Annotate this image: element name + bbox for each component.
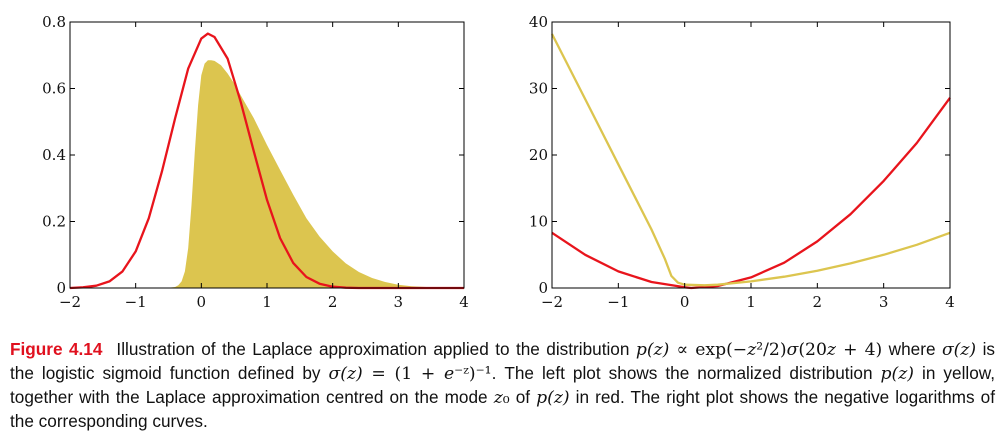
caption-math: ₀ [502,388,510,408]
y-tick-label: 0.2 [42,213,66,231]
caption-text-run: in yellow, together with the Laplace app… [10,363,995,407]
caption-math: z [493,388,503,408]
right-yellow-curve [550,33,951,287]
caption-text: Illustration of the Laplace approximatio… [10,339,995,431]
y-tick-label: 0.6 [42,80,66,98]
caption-math: σ(z) [328,364,363,384]
x-tick-label: 2 [328,293,338,311]
x-tick-label: 0 [197,293,207,311]
caption-math: z [747,340,757,360]
right-red-curve [551,97,951,290]
right-plot-frame [551,21,951,289]
caption-text-run: Illustration of the Laplace approximatio… [116,339,636,359]
figure-label: Figure 4.14 [10,339,103,359]
caption-math: ∝ exp(− [669,340,748,360]
x-tick-label: 3 [879,293,889,311]
x-tick-label: 4 [459,293,469,311]
x-tick-label: 1 [746,293,756,311]
x-tick-label: −2 [541,293,563,311]
y-tick-label: 0 [538,279,548,297]
caption-math: z [826,340,836,360]
caption-math: p(z) [536,388,570,408]
y-tick-label: 30 [529,80,548,98]
y-tick-label: 20 [529,146,548,164]
x-tick-label: −2 [59,293,81,311]
x-tick-label: −1 [607,293,629,311]
caption-text-run: in red. The right plot shows the negativ… [10,387,995,431]
caption-math: = (1 + [362,364,444,384]
y-tick-label: 0.4 [42,146,66,164]
figure-caption: Figure 4.14 Illustration of the Laplace a… [10,338,995,433]
figure: −2 −1 0 1 2 3 400.20.40.60.8 −2 −1 0 1 2 3 401020304… [42,13,955,311]
x-tick-label: −1 [125,293,147,311]
y-tick-label: 0 [56,279,66,297]
left-yellow-area [70,60,464,289]
left-plot: −2 −1 0 1 2 3 4 0 0.2 0.4 0.6 0.8 [42,13,469,311]
caption-math: σ [786,340,799,360]
caption-text-run: of [509,387,537,407]
y-tick-label: 0.8 [42,13,66,31]
y-tick-label: 40 [529,13,548,31]
x-tick-label: 2 [813,293,823,311]
caption-math: p(z) [635,340,670,360]
caption-math: + 4) [835,340,883,360]
caption-math: ²/2) [756,340,787,360]
caption-math: e [443,364,455,384]
x-tick-label: 3 [394,293,404,311]
x-tick-label: 1 [262,293,272,311]
caption-text-run: where [882,339,942,359]
y-tick-label: 10 [529,213,548,231]
caption-math: (20 [798,340,827,360]
x-tick-label: 0 [680,293,690,311]
caption-math: p(z) [880,364,914,384]
caption-text-run: is the logistic sigmoid function defined… [10,339,995,383]
x-tick-label: 4 [945,293,955,311]
caption-text-run: . The left plot shows the normalized dis… [491,363,881,383]
caption-math: ⁻ᶻ)⁻¹ [454,364,492,384]
caption-math: σ(z) [941,340,977,360]
